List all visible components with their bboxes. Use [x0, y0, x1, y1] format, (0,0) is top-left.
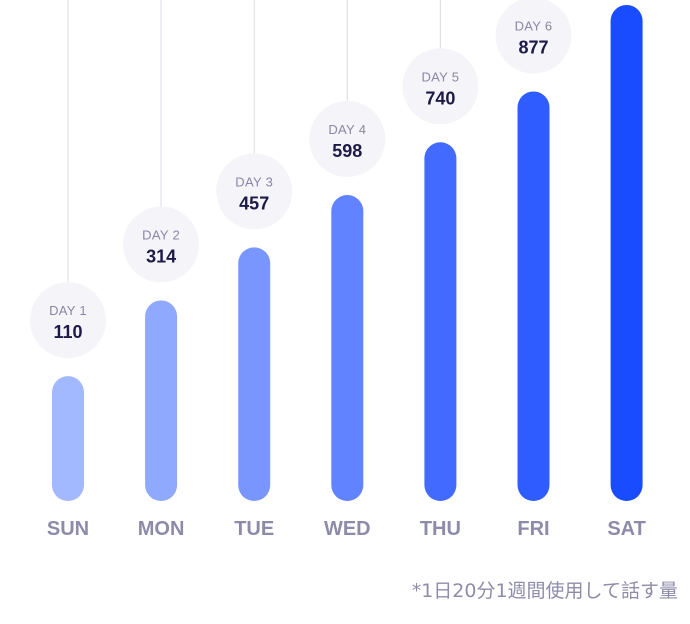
- bar-fri: [517, 91, 550, 501]
- category-label-mon: MON: [138, 518, 185, 540]
- category-label-thu: THU: [420, 518, 461, 540]
- bar-sat: [610, 4, 643, 502]
- category-label-fri: FRI: [517, 518, 549, 540]
- category-label-sat: SAT: [607, 518, 646, 540]
- bar-tue: [238, 247, 271, 501]
- value-label-mon: 314: [146, 246, 176, 266]
- value-label-sun: 110: [53, 322, 82, 342]
- bar-wed: [331, 195, 364, 501]
- value-label-wed: 598: [332, 141, 362, 161]
- day-label-fri: DAY 6: [515, 18, 553, 33]
- bar-sun: [52, 376, 84, 501]
- bubble-mon: [123, 206, 200, 283]
- bubble-fri: [495, 0, 572, 74]
- value-label-fri: 877: [518, 37, 548, 57]
- day-label-wed: DAY 4: [328, 122, 366, 137]
- day-label-tue: DAY 3: [235, 174, 273, 189]
- category-label-tue: TUE: [234, 518, 274, 540]
- value-label-thu: 740: [425, 88, 455, 108]
- day-label-sun: DAY 1: [49, 303, 87, 318]
- bubble-sun: [30, 282, 106, 359]
- value-label-tue: 457: [239, 193, 269, 213]
- category-label-sun: SUN: [47, 518, 89, 540]
- bubble-tue: [216, 153, 293, 230]
- bubble-thu: [402, 48, 479, 125]
- day-label-thu: DAY 5: [421, 69, 459, 84]
- bubble-wed: [309, 101, 386, 178]
- bar-mon: [145, 300, 178, 501]
- bar-thu: [424, 142, 457, 501]
- footnote: *1日20分1週間使用して話す量: [411, 580, 678, 602]
- day-label-mon: DAY 2: [142, 227, 180, 242]
- category-label-wed: WED: [324, 518, 371, 540]
